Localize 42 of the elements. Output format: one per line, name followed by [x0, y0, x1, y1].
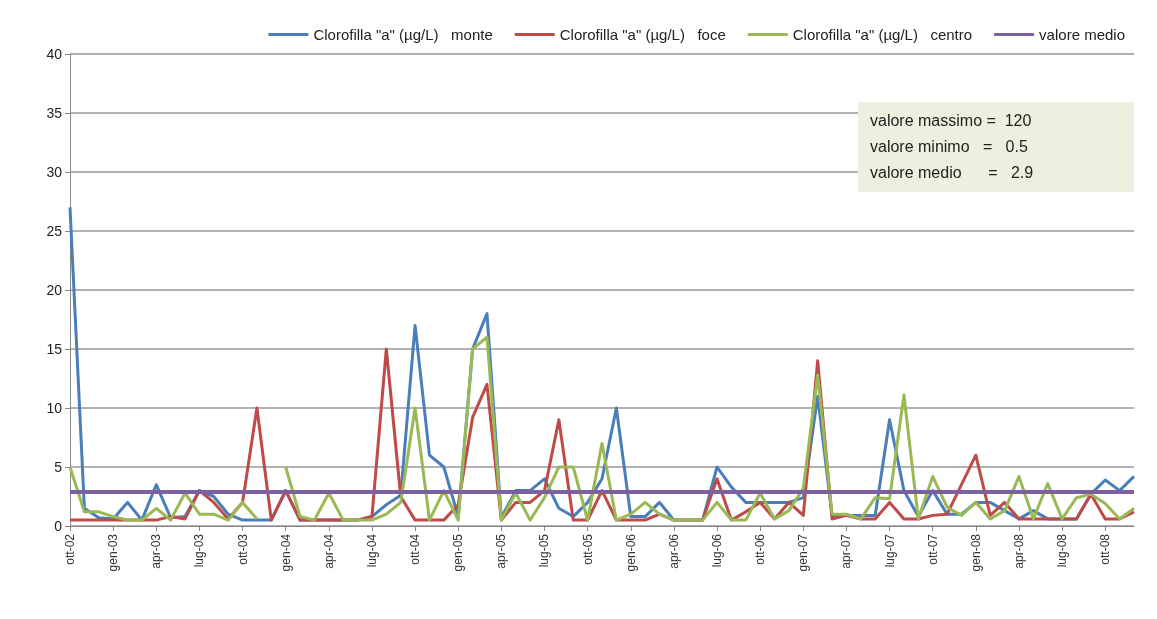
- y-tick-label: 35: [46, 105, 63, 121]
- y-tick-label: 15: [46, 341, 63, 357]
- y-tick-label: 25: [46, 223, 63, 239]
- x-tick-label: ott-02: [63, 533, 77, 565]
- x-tick-label: lug-07: [882, 533, 897, 568]
- y-tick-label: 40: [46, 46, 63, 62]
- x-tick-label: lug-06: [710, 533, 725, 568]
- x-tick-label: gen-07: [796, 533, 811, 572]
- x-tick-label: ott-03: [235, 533, 250, 565]
- x-tick-label: apr-05: [494, 533, 509, 569]
- x-tick-label: gen-08: [968, 533, 983, 572]
- x-tick-label: ott-06: [753, 533, 768, 565]
- annotation: valore medio = 2.9: [870, 163, 1035, 183]
- x-tick-label: lug-03: [192, 533, 207, 568]
- y-tick-label: 20: [46, 282, 63, 298]
- legend-label: Clorofilla "a" (µg/L) centro: [792, 26, 973, 43]
- x-tick-label: lug-08: [1055, 533, 1070, 568]
- y-tick-label: 30: [46, 164, 63, 180]
- annotation: valore massimo = 120: [870, 111, 1033, 131]
- x-tick-label: apr-06: [666, 533, 681, 569]
- y-tick-label: 10: [46, 400, 63, 416]
- annotation: valore minimo = 0.5: [870, 137, 1029, 157]
- legend-label: valore medio: [1039, 26, 1126, 43]
- x-tick-label: apr-03: [149, 533, 164, 569]
- x-tick-label: apr-04: [321, 533, 336, 569]
- x-tick-label: gen-03: [106, 533, 121, 572]
- x-tick-label: apr-07: [839, 533, 854, 569]
- x-tick-label: ott-04: [408, 533, 423, 565]
- y-tick-label: 5: [54, 459, 63, 475]
- x-tick-label: lug-04: [364, 533, 379, 568]
- x-tick-label: apr-08: [1011, 533, 1026, 569]
- legend-label: Clorofilla "a" (µg/L) foce: [559, 26, 726, 43]
- x-tick-label: ott-07: [925, 533, 940, 565]
- note-box: valore massimo = 120 valore minimo = 0.5 valore medio = 2.9: [858, 102, 1134, 192]
- x-tick-label: lug-05: [537, 533, 552, 568]
- x-tick-label: ott-05: [580, 533, 595, 565]
- x-tick-label: gen-05: [451, 533, 466, 572]
- y-tick-label: 0: [54, 518, 63, 534]
- legend-label: Clorofilla "a" (µg/L) monte: [313, 26, 493, 43]
- x-tick-label: ott-08: [1098, 533, 1113, 565]
- x-tick-label: gen-06: [623, 533, 638, 572]
- x-tick-label: gen-04: [278, 533, 293, 572]
